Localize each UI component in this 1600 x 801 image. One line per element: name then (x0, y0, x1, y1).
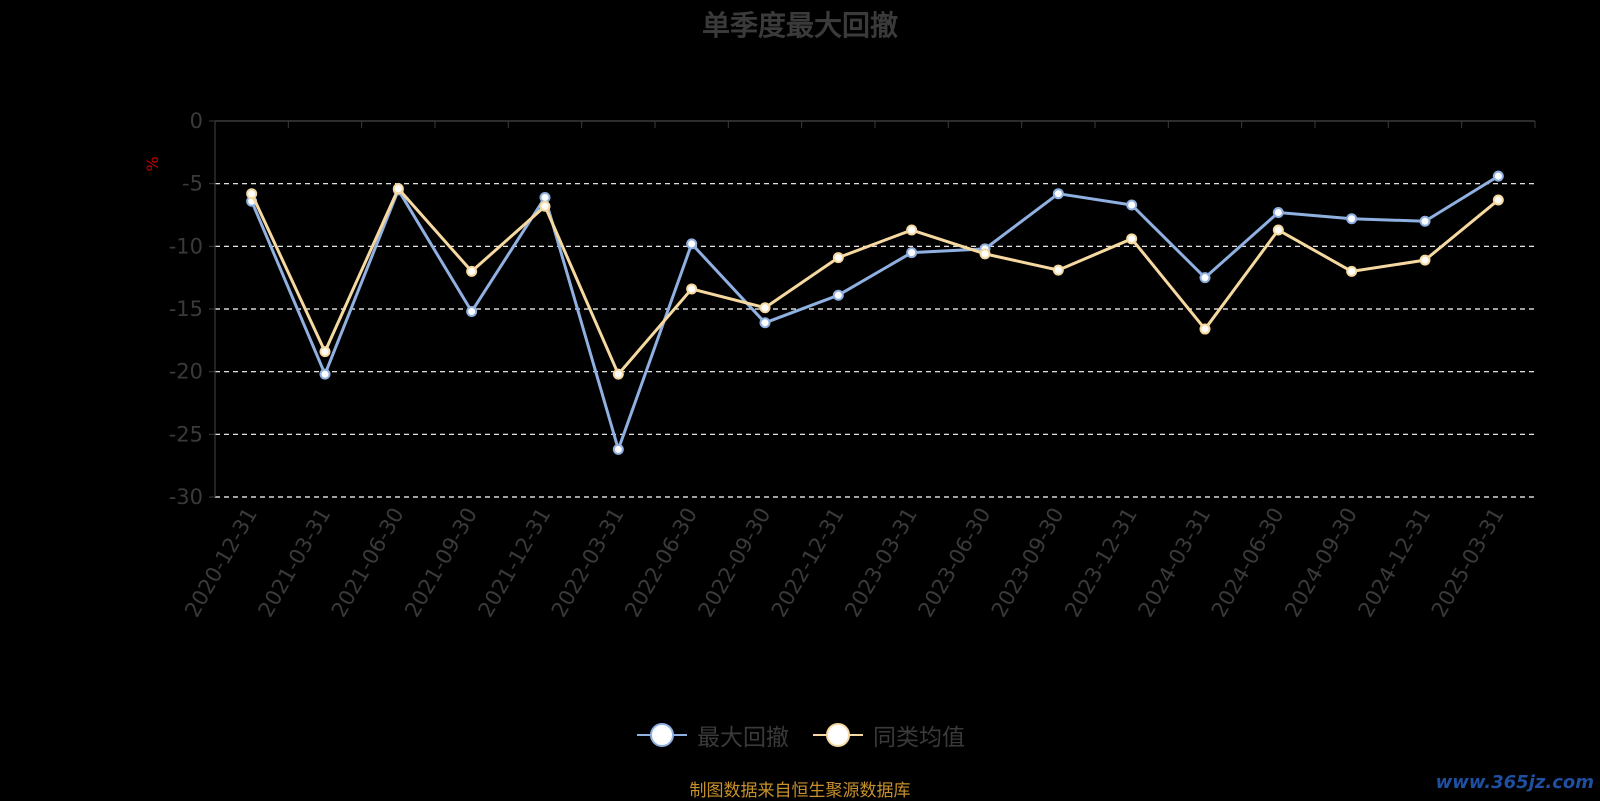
data-point-0 (612, 443, 624, 455)
data-point-0 (1052, 188, 1064, 200)
data-point-1 (759, 302, 771, 314)
line-chart: 0-5-10-15-20-25-30%2020-12-312021-03-312… (143, 109, 1536, 622)
x-tick-label: 2023-09-30 (987, 504, 1069, 622)
data-point-1 (1126, 233, 1138, 245)
legend: 最大回撤 同类均值 (0, 718, 1600, 752)
y-tick-label: -20 (169, 360, 203, 384)
y-tick-label: -10 (169, 234, 203, 258)
y-tick-label: -25 (169, 422, 203, 446)
source-note: 制图数据来自恒生聚源数据库 (689, 781, 911, 801)
data-point-0 (539, 191, 551, 203)
data-point-0 (759, 317, 771, 329)
x-tick-label: 2021-09-30 (400, 503, 482, 621)
y-tick-label: -5 (182, 172, 203, 196)
data-point-1 (1272, 224, 1284, 236)
series-line-0 (250, 174, 1500, 451)
data-point-0 (319, 368, 331, 380)
x-tick-label: 2020-12-31 (180, 504, 262, 622)
x-tick-label: 2022-12-31 (767, 504, 849, 622)
data-point-1 (686, 283, 698, 295)
legend-swatch-icon (637, 723, 687, 747)
data-point-1 (392, 183, 404, 195)
data-point-0 (466, 306, 478, 318)
x-tick-label: 2025-03-31 (1427, 504, 1509, 622)
data-point-1 (612, 368, 624, 380)
x-tick-label: 2024-06-30 (1207, 504, 1289, 622)
x-tick-label: 2023-12-31 (1060, 504, 1142, 622)
legend-swatch-icon (813, 723, 863, 747)
data-point-0 (1199, 272, 1211, 284)
data-point-1 (906, 224, 918, 236)
data-point-0 (1126, 199, 1138, 211)
data-point-0 (906, 247, 918, 259)
data-point-1 (979, 248, 991, 260)
data-point-1 (1052, 264, 1064, 276)
x-tick-label: 2022-03-31 (547, 504, 629, 622)
x-tick-label: 2024-09-30 (1280, 504, 1362, 622)
data-point-0 (1492, 170, 1504, 182)
data-point-0 (686, 238, 698, 250)
data-point-1 (832, 252, 844, 264)
x-tick-label: 2024-12-31 (1354, 504, 1436, 622)
x-tick-label: 2022-06-30 (620, 504, 702, 622)
data-point-1 (246, 188, 258, 200)
data-point-1 (1199, 323, 1211, 335)
x-tick-label: 2021-12-31 (474, 504, 556, 622)
legend-item-series-0[interactable]: 最大回撤 (635, 718, 789, 752)
data-point-1 (1492, 194, 1504, 206)
data-point-1 (1419, 254, 1431, 266)
data-point-0 (832, 289, 844, 301)
x-tick-label: 2021-06-30 (327, 504, 409, 622)
x-tick-label: 2023-03-31 (840, 504, 922, 622)
legend-label: 同类均值 (873, 725, 965, 751)
data-point-1 (319, 346, 331, 358)
series-line-1 (250, 187, 1500, 376)
legend-label: 最大回撤 (697, 725, 789, 751)
x-tick-label: 2022-09-30 (694, 504, 776, 622)
x-tick-label: 2023-06-30 (914, 504, 996, 622)
y-tick-label: -30 (169, 485, 203, 509)
data-point-1 (539, 200, 551, 212)
chart-title: 单季度最大回撤 (701, 9, 898, 42)
watermark: www.365jz.com (1435, 772, 1594, 793)
x-tick-label: 2021-03-31 (254, 504, 336, 622)
data-point-0 (1346, 213, 1358, 225)
data-point-0 (1419, 215, 1431, 227)
data-point-0 (1272, 206, 1284, 218)
x-tick-label: 2024-03-31 (1134, 504, 1216, 622)
y-tick-label: -15 (169, 297, 203, 321)
data-point-1 (1346, 265, 1358, 277)
data-point-1 (466, 265, 478, 277)
y-axis-label: % (143, 156, 162, 171)
legend-item-series-1[interactable]: 同类均值 (811, 718, 965, 752)
y-tick-label: 0 (190, 109, 203, 133)
